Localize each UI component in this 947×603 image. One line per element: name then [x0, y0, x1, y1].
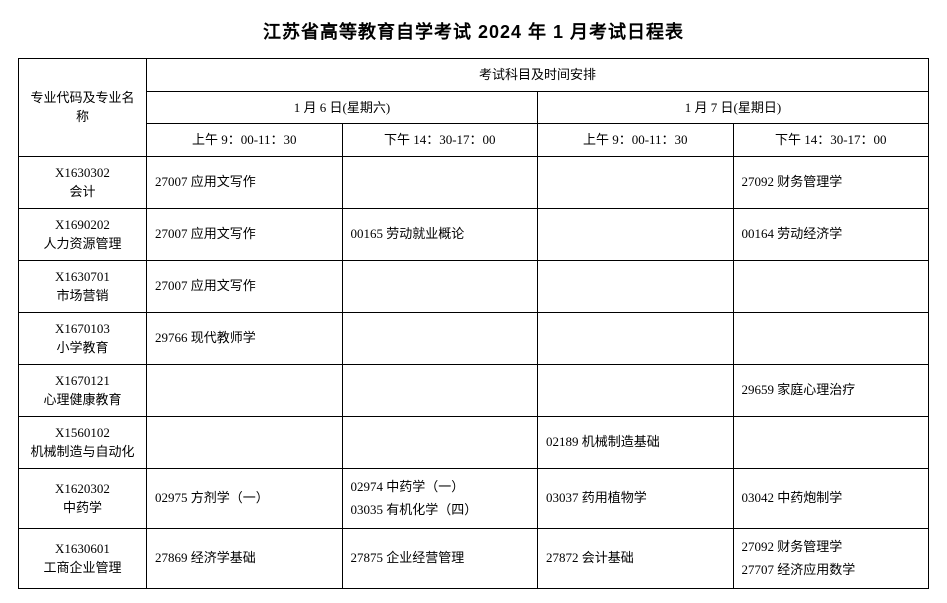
- table-row: X1630601工商企业管理 27869 经济学基础 27875 企业经营管理 278…: [19, 528, 929, 588]
- major-cell: X1670103小学教育: [19, 312, 147, 364]
- course-cell: 03042 中药炮制学: [733, 468, 929, 528]
- course-cell: [733, 312, 929, 364]
- course-entry: 00165 劳动就业概论: [351, 222, 530, 246]
- course-entry: 27707 经济应用数学: [742, 558, 921, 582]
- course-cell: [538, 312, 734, 364]
- table-row: X1670103小学教育 29766 现代教师学: [19, 312, 929, 364]
- course-entry: 29659 家庭心理治疗: [742, 378, 921, 402]
- header-top: 考试科目及时间安排: [147, 59, 929, 92]
- table-row: X1630701市场营销 27007 应用文写作: [19, 260, 929, 312]
- major-code: X1560102: [27, 423, 138, 443]
- major-code: X1630302: [27, 163, 138, 183]
- course-entry: 27872 会计基础: [546, 546, 725, 570]
- major-name: 会计: [27, 182, 138, 202]
- course-cell: [733, 416, 929, 468]
- major-name: 机械制造与自动化: [27, 442, 138, 462]
- major-name: 心理健康教育: [27, 390, 138, 410]
- table-row: X1620302中药学 02975 方剂学（一） 02974 中药学（一）03035…: [19, 468, 929, 528]
- course-cell: [538, 156, 734, 208]
- course-cell: [342, 364, 538, 416]
- course-entry: 03035 有机化学（四）: [351, 498, 530, 522]
- course-cell: 27869 经济学基础: [147, 528, 343, 588]
- major-code: X1630701: [27, 267, 138, 287]
- header-day2: 1 月 7 日(星期日): [538, 91, 929, 124]
- header-slot3: 上午 9：00-11：30: [538, 124, 734, 157]
- course-cell: 02189 机械制造基础: [538, 416, 734, 468]
- table-head: 专业代码及专业名称 考试科目及时间安排 1 月 6 日(星期六) 1 月 7 日…: [19, 59, 929, 157]
- major-cell: X1670121心理健康教育: [19, 364, 147, 416]
- course-entry: 00164 劳动经济学: [742, 222, 921, 246]
- major-name: 小学教育: [27, 338, 138, 358]
- course-entry: 27007 应用文写作: [155, 274, 334, 298]
- major-cell: X1630302会计: [19, 156, 147, 208]
- table-body: X1630302会计 27007 应用文写作 27092 财务管理学 X1690202…: [19, 156, 929, 588]
- course-entry: 29766 现代教师学: [155, 326, 334, 350]
- course-cell: 29659 家庭心理治疗: [733, 364, 929, 416]
- course-cell: [538, 208, 734, 260]
- course-cell: 27007 应用文写作: [147, 156, 343, 208]
- course-cell: 27092 财务管理学27707 经济应用数学: [733, 528, 929, 588]
- major-cell: X1630601工商企业管理: [19, 528, 147, 588]
- course-cell: 27872 会计基础: [538, 528, 734, 588]
- course-cell: 27007 应用文写作: [147, 208, 343, 260]
- course-entry: 27092 财务管理学: [742, 535, 921, 559]
- course-entry: 02189 机械制造基础: [546, 430, 725, 454]
- major-code: X1670103: [27, 319, 138, 339]
- course-cell: 02975 方剂学（一）: [147, 468, 343, 528]
- course-entry: 03037 药用植物学: [546, 486, 725, 510]
- table-row: X1560102机械制造与自动化 02189 机械制造基础: [19, 416, 929, 468]
- header-slot1: 上午 9：00-11：30: [147, 124, 343, 157]
- course-cell: [147, 364, 343, 416]
- schedule-table: 专业代码及专业名称 考试科目及时间安排 1 月 6 日(星期六) 1 月 7 日…: [18, 58, 929, 589]
- course-entry: 27875 企业经营管理: [351, 546, 530, 570]
- course-entry: 02974 中药学（一）: [351, 475, 530, 499]
- major-code: X1630601: [27, 539, 138, 559]
- header-major: 专业代码及专业名称: [19, 59, 147, 157]
- course-cell: 27007 应用文写作: [147, 260, 343, 312]
- table-row: X1690202人力资源管理 27007 应用文写作 00165 劳动就业概论 001…: [19, 208, 929, 260]
- major-code: X1690202: [27, 215, 138, 235]
- course-cell: 27875 企业经营管理: [342, 528, 538, 588]
- header-slot2: 下午 14：30-17：00: [342, 124, 538, 157]
- course-entry: 27007 应用文写作: [155, 222, 334, 246]
- course-cell: [733, 260, 929, 312]
- header-slot4: 下午 14：30-17：00: [733, 124, 929, 157]
- major-code: X1620302: [27, 479, 138, 499]
- course-entry: 27007 应用文写作: [155, 170, 334, 194]
- major-code: X1670121: [27, 371, 138, 391]
- course-cell: 27092 财务管理学: [733, 156, 929, 208]
- major-cell: X1690202人力资源管理: [19, 208, 147, 260]
- course-cell: 00164 劳动经济学: [733, 208, 929, 260]
- header-day1: 1 月 6 日(星期六): [147, 91, 538, 124]
- course-cell: 02974 中药学（一）03035 有机化学（四）: [342, 468, 538, 528]
- major-cell: X1630701市场营销: [19, 260, 147, 312]
- course-cell: [342, 156, 538, 208]
- course-cell: [342, 312, 538, 364]
- course-entry: 27092 财务管理学: [742, 170, 921, 194]
- table-row: X1630302会计 27007 应用文写作 27092 财务管理学: [19, 156, 929, 208]
- course-cell: [538, 260, 734, 312]
- page-title: 江苏省高等教育自学考试 2024 年 1 月考试日程表: [18, 18, 929, 44]
- course-entry: 02975 方剂学（一）: [155, 486, 334, 510]
- course-entry: 27869 经济学基础: [155, 546, 334, 570]
- course-cell: [342, 416, 538, 468]
- course-cell: [147, 416, 343, 468]
- major-cell: X1620302中药学: [19, 468, 147, 528]
- major-name: 人力资源管理: [27, 234, 138, 254]
- course-cell: [342, 260, 538, 312]
- major-name: 市场营销: [27, 286, 138, 306]
- course-entry: 03042 中药炮制学: [742, 486, 921, 510]
- course-cell: 03037 药用植物学: [538, 468, 734, 528]
- major-cell: X1560102机械制造与自动化: [19, 416, 147, 468]
- course-cell: 00165 劳动就业概论: [342, 208, 538, 260]
- course-cell: [538, 364, 734, 416]
- course-cell: 29766 现代教师学: [147, 312, 343, 364]
- major-name: 中药学: [27, 498, 138, 518]
- table-row: X1670121心理健康教育 29659 家庭心理治疗: [19, 364, 929, 416]
- major-name: 工商企业管理: [27, 558, 138, 578]
